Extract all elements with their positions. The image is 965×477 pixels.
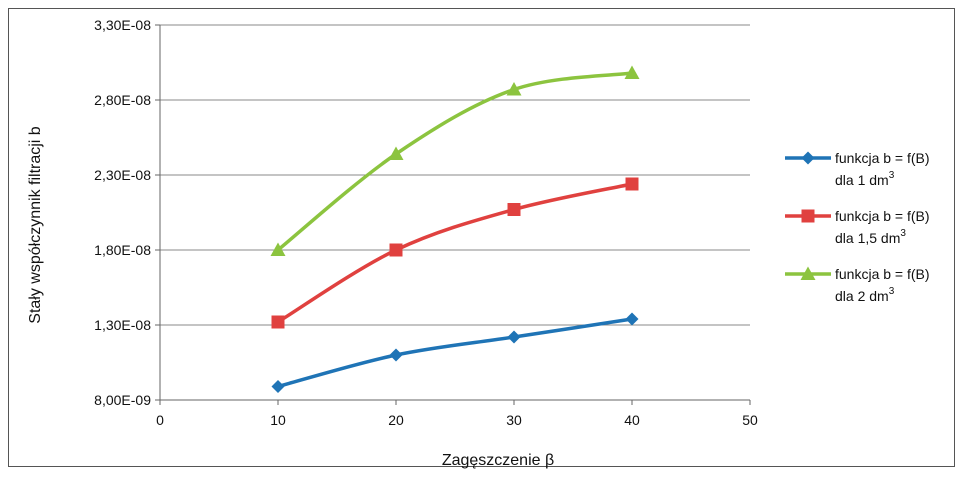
y-tick-label: 2,80E-08 [94,92,151,108]
data-point [388,146,404,160]
data-point [507,330,521,344]
legend-superscript: 3 [889,286,895,297]
x-tick-label: 30 [506,412,522,428]
x-tick-label: 0 [156,412,164,428]
legend-label-line2: dla 1 dm3 [835,170,895,188]
legend-superscript: 3 [900,228,906,239]
data-point [270,242,286,256]
data-point [624,65,640,79]
data-point [625,312,639,326]
series-line [277,182,633,324]
data-point [271,380,285,393]
x-tick-label: 50 [742,412,758,428]
y-tick-label: 1,30E-08 [94,317,151,333]
legend-item-3: funkcja b = f(B) dla 2 dm3 [785,266,930,304]
axes [155,24,751,405]
legend-label-line2: dla 1,5 dm3 [835,228,906,246]
legend-label-line1: funkcja b = f(B) [835,266,930,282]
y-tick-label: 1,80E-08 [94,242,151,258]
legend-item-2: funkcja b = f(B) dla 1,5 dm3 [785,208,930,246]
series-1 [271,312,639,393]
legend-superscript: 3 [889,170,895,181]
legend-marker [801,151,815,165]
data-point [506,82,522,96]
series-line [276,71,633,252]
series-3 [270,65,640,256]
data-point [625,177,639,191]
legend-item-1: funkcja b = f(B) dla 1 dm3 [785,150,930,188]
x-tick-label: 20 [388,412,404,428]
x-tick-label: 40 [624,412,640,428]
series-line [277,317,633,389]
chart-frame [8,8,955,467]
legend-marker [800,266,816,280]
y-tick-label: 3,30E-08 [94,17,151,33]
y-tick-label: 8,00E-09 [94,392,151,408]
x-axis-title: Zagęszczenie β [442,452,554,469]
grid-lines [160,24,750,326]
data-point [389,243,403,257]
y-tick-label: 2,30E-08 [94,167,151,183]
series-group [270,65,640,393]
tick-labels: 8,00E-09 1,30E-08 1,80E-08 2,30E-08 2,80E-08… [94,17,758,428]
x-tick-label: 10 [270,412,286,428]
legend-marker [801,209,815,223]
legend-label-line1: funkcja b = f(B) [835,208,930,224]
series-2 [271,177,639,329]
data-point [507,203,521,216]
legend-label-line1: funkcja b = f(B) [835,150,930,166]
legend-label-line2: dla 2 dm3 [835,286,895,304]
data-point [389,348,403,362]
data-point [271,315,285,329]
y-axis-title: Stały współczynnik filtracji b [27,126,44,324]
